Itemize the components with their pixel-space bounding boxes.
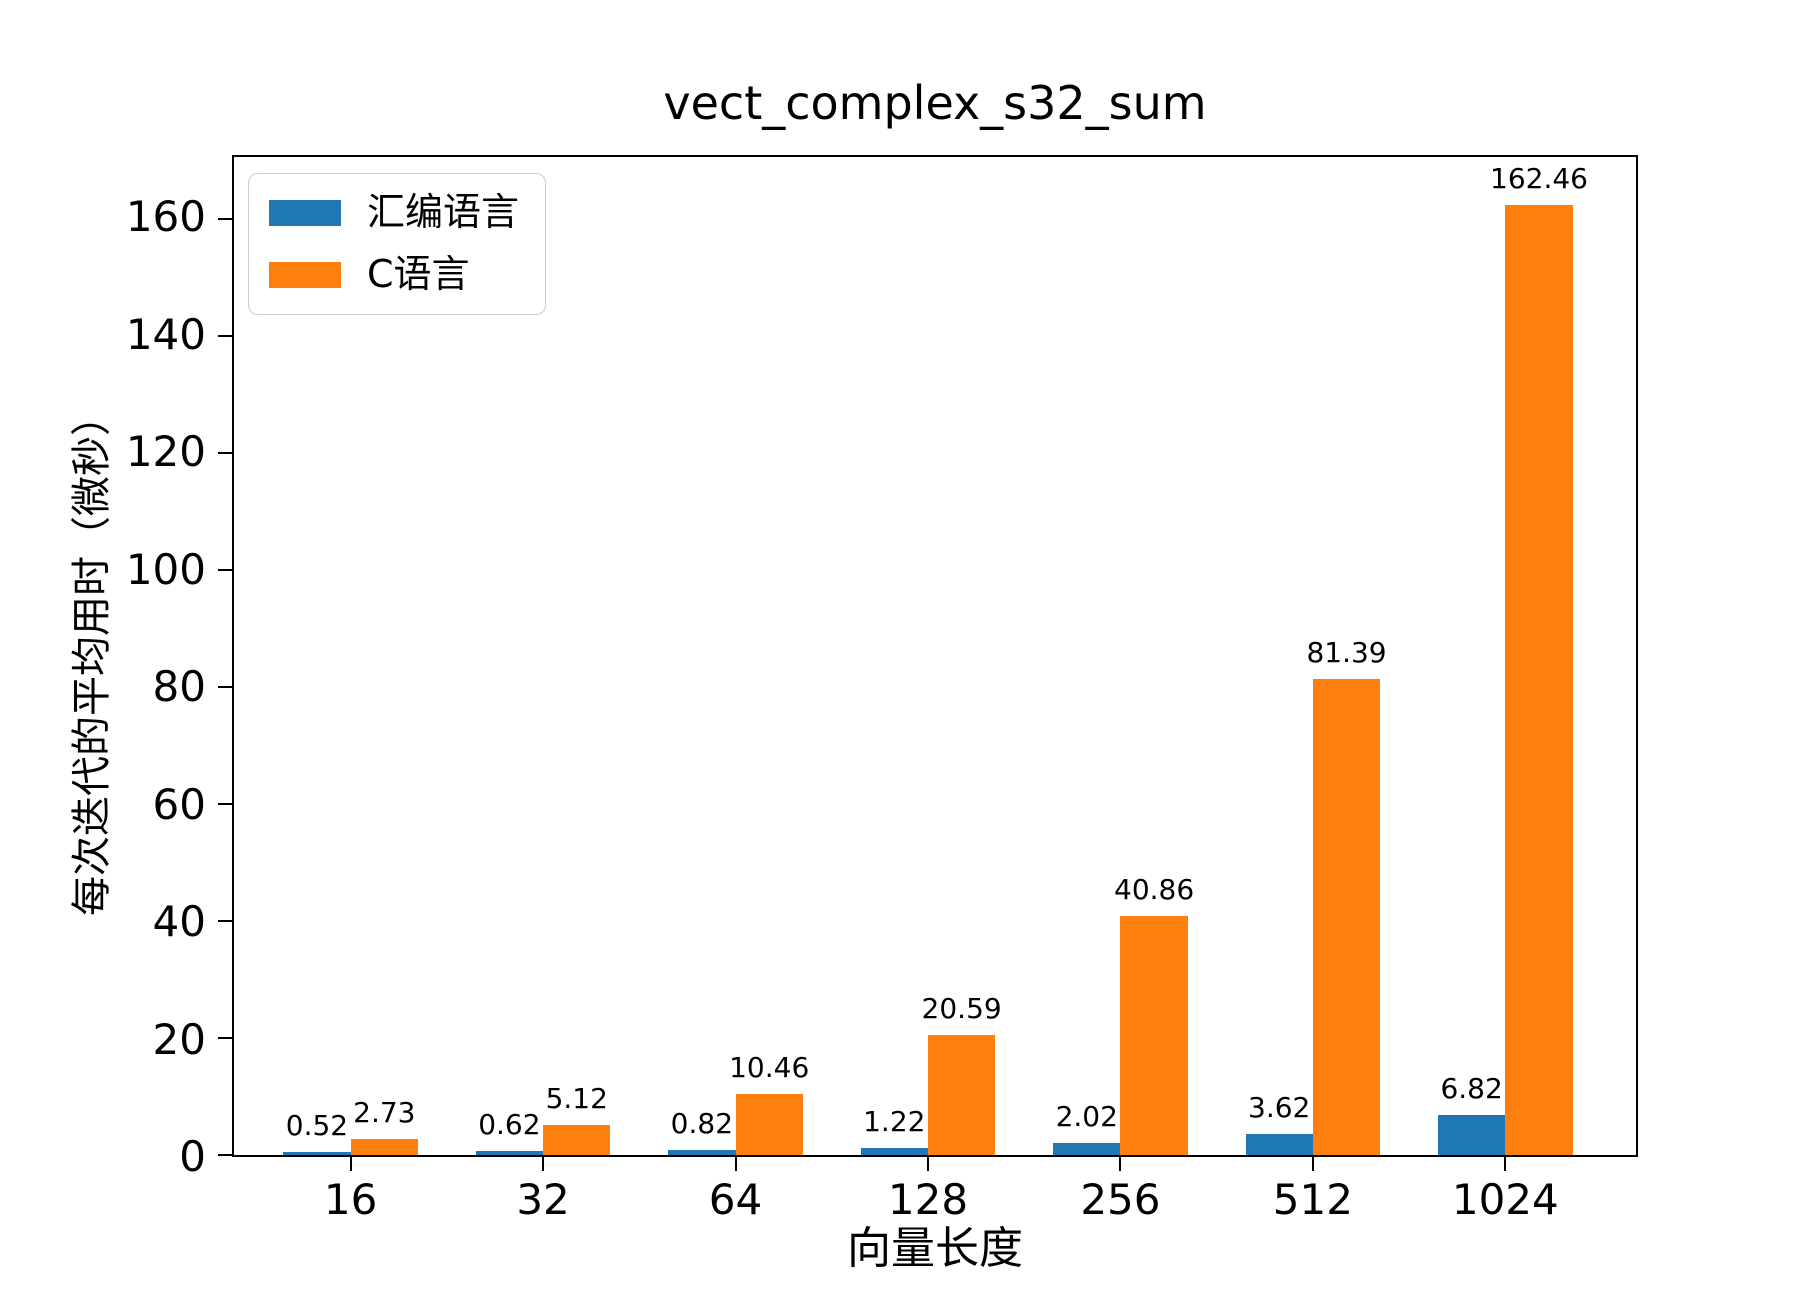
bar-assembly-512 (1245, 1133, 1313, 1155)
y-axis-label: 每次迭代的平均用时（微秒） (69, 396, 115, 916)
x-tick-mark (734, 1157, 737, 1171)
x-axis-label: 向量长度 (847, 1223, 1023, 1274)
legend: 汇编语言 C语言 (248, 173, 547, 315)
chart-title: vect_complex_s32_sum (663, 76, 1207, 130)
bar-value-label: 20.59 (921, 991, 1002, 1025)
bar-assembly-1024 (1437, 1115, 1506, 1155)
bar-value-label: 2.02 (1055, 1100, 1118, 1134)
x-tick-mark (1119, 1157, 1122, 1171)
bar-value-label: 1.22 (863, 1104, 926, 1138)
y-tick-label: 60 (152, 779, 206, 829)
y-tick-mark (218, 1154, 232, 1156)
bar-value-label: 6.82 (1440, 1072, 1503, 1106)
bar-value-label: 162.46 (1490, 161, 1588, 195)
x-tick-mark (926, 1157, 929, 1171)
bar-assembly-16 (283, 1151, 351, 1155)
x-tick-label: 512 (1272, 1175, 1353, 1224)
y-tick-mark (218, 920, 232, 923)
bar-assembly-64 (668, 1150, 736, 1155)
bar-c-256 (1120, 915, 1188, 1155)
y-tick-label: 160 (125, 192, 206, 242)
bar-value-label: 10.46 (729, 1050, 810, 1084)
bar-value-label: 3.62 (1248, 1090, 1311, 1124)
y-tick-mark (218, 218, 232, 221)
x-tick-mark (542, 1157, 545, 1171)
bar-value-label: 2.73 (353, 1096, 416, 1130)
x-tick-mark (1311, 1157, 1314, 1171)
x-tick-mark (1504, 1157, 1507, 1171)
legend-swatch-assembly (269, 199, 341, 226)
y-tick-mark (218, 686, 232, 689)
legend-item-assembly: 汇编语言 (269, 190, 520, 234)
y-tick-mark (218, 335, 232, 338)
bar-value-label: 0.82 (670, 1107, 734, 1141)
x-tick-label: 16 (323, 1175, 378, 1224)
x-tick-mark (349, 1157, 352, 1171)
legend-swatch-c (269, 261, 341, 288)
x-tick-label: 1024 (1451, 1175, 1559, 1224)
y-tick-label: 0 (179, 1132, 206, 1181)
bar-assembly-128 (860, 1147, 928, 1155)
bar-c-128 (927, 1034, 996, 1155)
y-tick-mark (218, 1037, 232, 1040)
bar-value-label: 40.86 (1114, 872, 1195, 906)
y-tick-mark (218, 452, 232, 455)
x-tick-label: 64 (708, 1175, 763, 1224)
bar-c-16 (350, 1139, 418, 1155)
y-tick-mark (218, 569, 232, 572)
bar-value-label: 81.39 (1306, 635, 1387, 669)
y-tick-label: 80 (152, 662, 206, 712)
legend-item-c: C语言 (269, 251, 519, 296)
bar-c-32 (543, 1125, 611, 1155)
x-tick-label: 256 (1080, 1175, 1161, 1224)
y-tick-label: 120 (125, 427, 206, 477)
legend-label-assembly: 汇编语言 (367, 190, 520, 234)
bar-c-1024 (1505, 204, 1573, 1155)
y-tick-label: 100 (125, 544, 206, 594)
y-tick-mark (218, 803, 232, 806)
y-tick-label: 40 (152, 897, 206, 947)
bar-assembly-256 (1053, 1143, 1121, 1155)
x-tick-label: 128 (887, 1175, 969, 1224)
bar-value-label: 5.12 (545, 1082, 608, 1116)
bar-value-label: 0.62 (478, 1108, 541, 1142)
y-axis-tick-labels: 0 20 40 60 80 100 120 140 160 (0, 155, 206, 1178)
bar-c-64 (735, 1093, 803, 1155)
y-tick-label: 20 (152, 1014, 206, 1064)
y-tick-label: 140 (125, 309, 206, 359)
bar-c-512 (1312, 678, 1381, 1155)
legend-label-c: C语言 (367, 251, 470, 296)
bar-value-label: 0.52 (285, 1108, 349, 1142)
x-tick-label: 32 (516, 1175, 570, 1224)
plot-area: 汇编语言 C语言 16 0.52 2.73 32 0.62 5.12 64 0.82 10.46… (218, 155, 1638, 1221)
bar-assembly-32 (475, 1151, 544, 1155)
